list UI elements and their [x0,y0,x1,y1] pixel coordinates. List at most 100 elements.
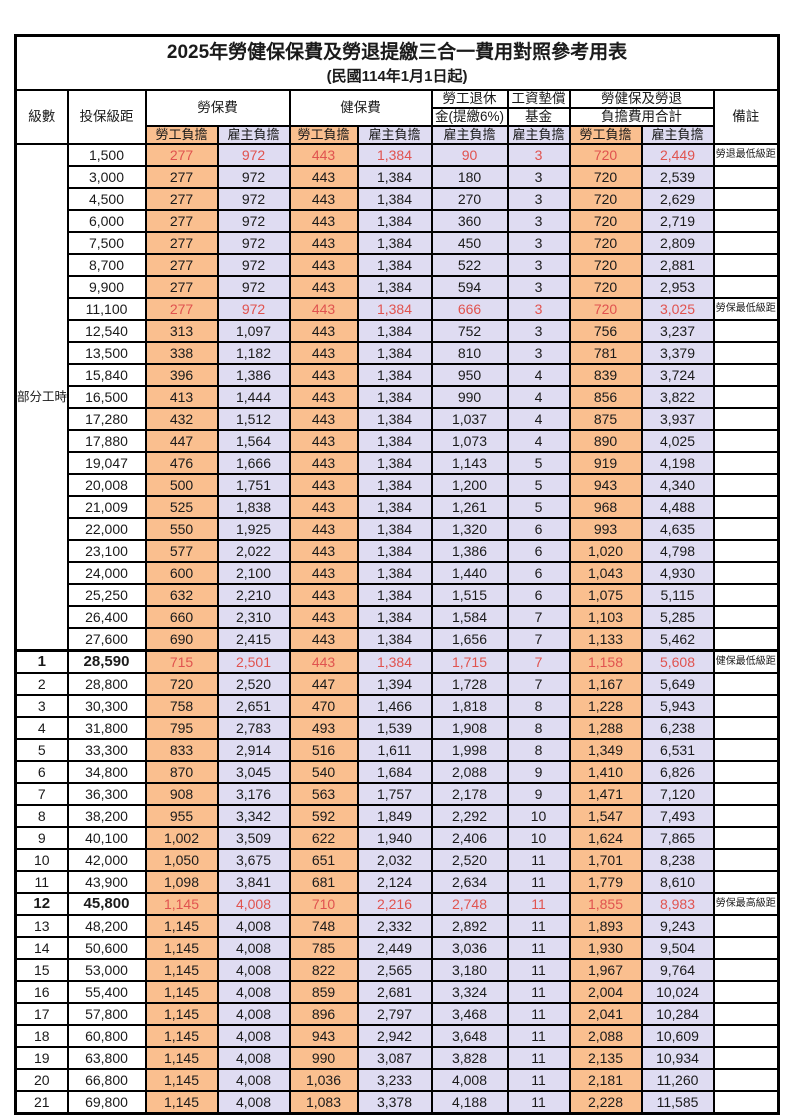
value-cell: 5,462 [640,627,715,652]
value-cell: 1,384 [356,363,433,387]
value-cell: 540 [288,760,359,784]
value-cell: 443 [288,451,359,475]
value-cell: 1,145 [144,1046,219,1070]
remark-cell [712,738,780,762]
value-cell: 11,260 [640,1068,715,1092]
bracket-cell: 69,800 [66,1090,147,1115]
value-cell: 1,200 [430,473,509,497]
value-cell: 1,893 [568,914,643,938]
value-cell: 972 [216,143,291,167]
value-cell: 1,037 [430,407,509,431]
value-cell: 10,024 [640,980,715,1004]
value-cell: 1,967 [568,958,643,982]
remark-cell [712,209,780,233]
value-cell: 2,178 [430,782,509,806]
value-cell: 443 [288,407,359,431]
value-cell: 720 [568,165,643,189]
value-cell: 1,751 [216,473,291,497]
value-cell: 3,036 [430,936,509,960]
value-cell: 443 [288,561,359,585]
value-cell: 8,983 [640,892,715,916]
value-cell: 11 [506,1002,571,1026]
value-cell: 720 [568,253,643,277]
value-cell: 1,384 [356,451,433,475]
bracket-cell: 20,008 [66,473,147,497]
value-cell: 7 [506,672,571,696]
level-cell: 15 [14,958,69,982]
value-cell: 4,635 [640,517,715,541]
value-cell: 10,609 [640,1024,715,1048]
remark-cell [712,1002,780,1026]
value-cell: 443 [288,627,359,652]
bracket-cell: 60,800 [66,1024,147,1048]
value-cell: 277 [144,187,219,211]
header-row-1: 級數 投保級距 勞保費 健保費 勞工退休 工資墊償 勞健保及勞退 備註 [14,89,780,145]
bracket-cell: 7,500 [66,231,147,255]
value-cell: 277 [144,275,219,299]
value-cell: 972 [216,187,291,211]
value-cell: 1,998 [430,738,509,762]
remark-cell [712,870,780,894]
level-cell: 2 [14,672,69,696]
value-cell: 443 [288,341,359,365]
table-row: 3 30,300 758 2,651 470 1,466 1,818 8 1,228 5,943 [14,694,780,718]
value-cell: 277 [144,231,219,255]
value-cell: 3,724 [640,363,715,387]
bracket-cell: 22,000 [66,517,147,541]
value-cell: 1,384 [356,319,433,343]
value-cell: 1,384 [356,209,433,233]
table-row: 9 40,100 1,002 3,509 622 1,940 2,406 10 1,624 7,8… [14,826,780,850]
table-row: 13 48,200 1,145 4,008 748 2,332 2,892 11 1,893 9,… [14,914,780,938]
remark-cell [712,385,780,409]
table-row: 8,700 277 972 443 1,384 522 3 720 2,881 [16,253,780,277]
remark-cell [712,539,780,563]
value-cell: 1,849 [356,804,433,828]
value-cell: 4,008 [216,980,291,1004]
bracket-cell: 33,300 [66,738,147,762]
bracket-cell: 57,800 [66,1002,147,1026]
value-cell: 6 [506,561,571,585]
value-cell: 6 [506,517,571,541]
value-cell: 3 [506,143,571,167]
remark-cell: 勞保最高級距 [712,892,780,916]
value-cell: 443 [288,231,359,255]
remark-cell [712,1046,780,1070]
value-cell: 715 [144,649,219,674]
value-cell: 1,584 [430,605,509,629]
value-cell: 8 [506,738,571,762]
bracket-cell: 31,800 [66,716,147,740]
table-row: 11,100 277 972 443 1,384 666 3 720 3,025 勞保最低級距 [16,297,780,321]
value-cell: 5 [506,451,571,475]
value-cell: 1,838 [216,495,291,519]
value-cell: 413 [144,385,219,409]
table-row: 8 38,200 955 3,342 592 1,849 2,292 10 1,547 7,493 [14,804,780,828]
value-cell: 3,937 [640,407,715,431]
value-cell: 1,083 [288,1090,359,1115]
value-cell: 3,509 [216,826,291,850]
value-cell: 2,292 [430,804,509,828]
value-cell: 1,539 [356,716,433,740]
value-cell: 3 [506,209,571,233]
bracket-cell: 9,900 [66,275,147,299]
value-cell: 943 [568,473,643,497]
table-row: 20 66,800 1,145 4,008 1,036 3,233 4,008 11 2,181… [14,1068,780,1092]
bracket-cell: 34,800 [66,760,147,784]
value-cell: 550 [144,517,219,541]
value-cell: 2,809 [640,231,715,255]
value-cell: 1,384 [356,495,433,519]
bracket-cell: 55,400 [66,980,147,1004]
value-cell: 443 [288,517,359,541]
table-row: 9,900 277 972 443 1,384 594 3 720 2,953 [16,275,780,299]
value-cell: 1,002 [144,826,219,850]
value-cell: 443 [288,473,359,497]
value-cell: 2,228 [568,1090,643,1115]
remark-cell [712,407,780,431]
table-row: 1 28,590 715 2,501 443 1,384 1,715 7 1,158 5,608 健… [14,649,780,674]
value-cell: 1,728 [430,672,509,696]
table-row: 21,009 525 1,838 443 1,384 1,261 5 968 4,488 [16,495,780,519]
bracket-cell: 38,200 [66,804,147,828]
value-cell: 1,384 [356,231,433,255]
value-cell: 1,098 [144,870,219,894]
value-cell: 4,025 [640,429,715,453]
title-row: 2025年勞健保保費及勞退提繳三合一費用對照參考用表 (民國114年1月1日起) [14,34,780,91]
